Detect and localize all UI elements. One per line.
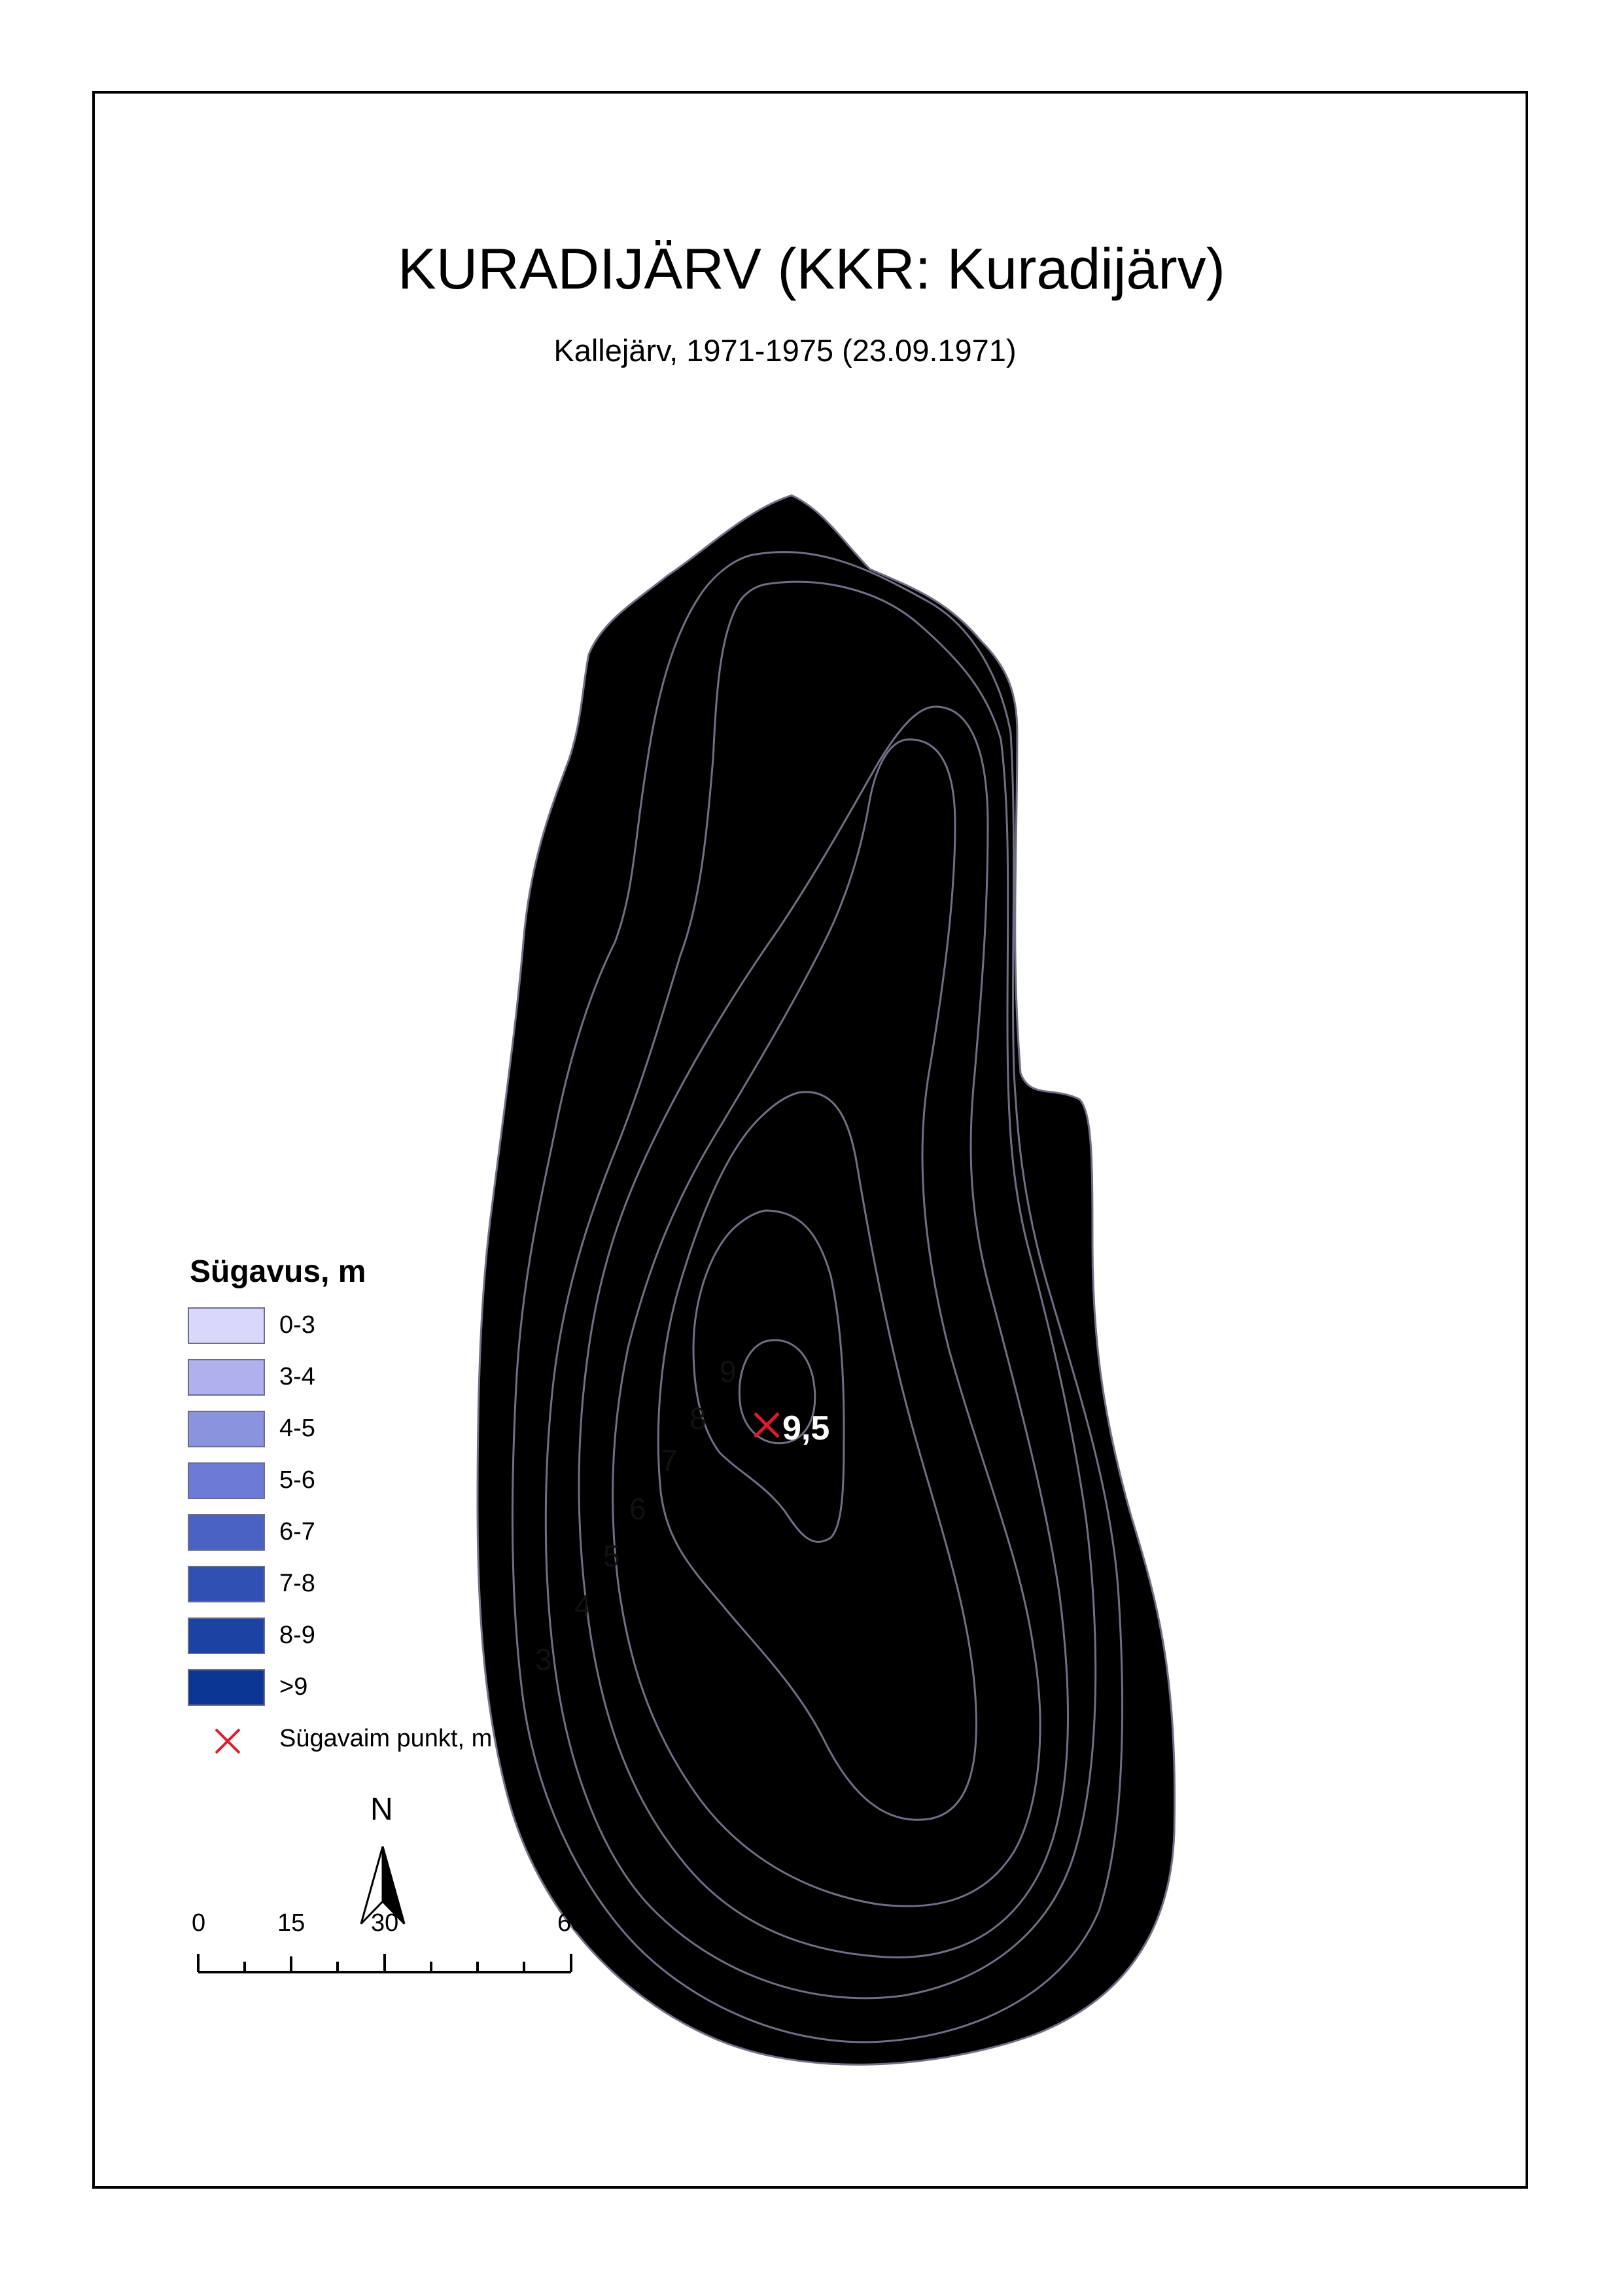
north-arrow-icon (360, 1846, 406, 1925)
legend-label: 0-3 (279, 1311, 315, 1339)
legend-swatch (188, 1307, 265, 1344)
legend-swatch (188, 1617, 265, 1654)
legend-label: 8-9 (279, 1621, 315, 1649)
legend-label: >9 (279, 1673, 308, 1701)
contour-label-6: 6 (629, 1492, 646, 1526)
contour-label-4: 4 (574, 1589, 591, 1623)
map-frame (92, 91, 1528, 2189)
legend-swatch (188, 1359, 265, 1396)
legend-label: 4-5 (279, 1415, 315, 1442)
legend-deepest-point-icon (215, 1728, 241, 1754)
scale-label-15: 15 (277, 1909, 305, 1937)
scale-label-30: 30 (371, 1909, 399, 1937)
legend-swatch (188, 1514, 265, 1551)
contour-label-7: 7 (661, 1443, 678, 1477)
legend-swatch (188, 1411, 265, 1447)
deepest-point-value: 9,5 (782, 1409, 829, 1447)
legend-label: 3-4 (279, 1363, 315, 1390)
legend-swatch (188, 1462, 265, 1499)
map-subtitle: Kallejärv, 1971-1975 (23.09.1971) (553, 333, 1017, 368)
map-title: KURADIJÄRV (KKR: Kuradijärv) (398, 236, 1225, 301)
contour-label-5: 5 (603, 1539, 620, 1573)
legend-swatch (188, 1566, 265, 1602)
legend-label: 6-7 (279, 1518, 315, 1545)
scale-bar (197, 1954, 572, 1973)
deepest-point-marker-icon (754, 1412, 780, 1438)
scale-label-0: 0 (192, 1909, 206, 1937)
legend-label: 7-8 (279, 1570, 315, 1597)
legend-item-deepest-point: Sügavaim punkt, m (188, 1721, 646, 1757)
contour-label-8: 8 (689, 1402, 707, 1436)
legend-title: Sügavus, m (190, 1254, 366, 1289)
scale-label-60: 60 m (557, 1909, 613, 1937)
legend-label: Sügavaim punkt, m (279, 1725, 493, 1752)
north-label: N (370, 1792, 393, 1827)
legend-label: 5-6 (279, 1466, 315, 1494)
contour-label-3: 3 (535, 1642, 552, 1676)
contour-label-9: 9 (720, 1354, 737, 1388)
legend-swatch (188, 1669, 265, 1706)
